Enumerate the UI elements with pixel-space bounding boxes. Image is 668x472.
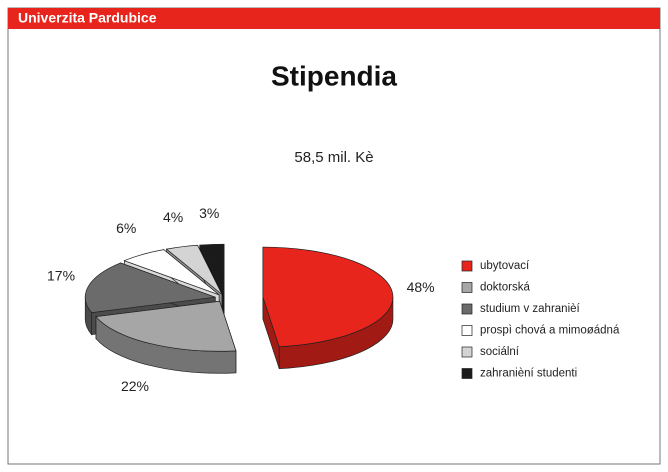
pie-slice	[165, 244, 223, 295]
pie-slice-group	[262, 246, 394, 370]
legend-label: doktorská	[480, 282, 530, 294]
legend-label: studium v zahranièí	[480, 303, 581, 315]
legend-label: sociální	[480, 346, 520, 358]
legend-swatch	[461, 282, 473, 293]
data-label: 48%	[407, 279, 435, 295]
header-title: Univerzita Pardubice	[18, 10, 157, 26]
data-label: 3%	[199, 205, 219, 221]
legend-label: ubytovací	[480, 260, 530, 272]
chart-subtitle: 58,5 mil. Kè	[294, 149, 373, 166]
pie-slice	[95, 300, 237, 352]
pie-slice	[123, 249, 220, 296]
pie-slice	[199, 243, 225, 295]
header-bar	[8, 8, 660, 29]
pie-slice	[84, 262, 216, 313]
data-label: 17%	[47, 267, 75, 283]
pie-slice	[262, 246, 394, 348]
legend-label: prospì chová a mimoøádná	[480, 325, 620, 337]
legend-swatch	[461, 346, 473, 358]
legend-swatch	[461, 303, 473, 315]
pie-slice-group	[95, 300, 237, 374]
legend-swatch	[461, 368, 473, 379]
legend-swatch	[461, 260, 473, 272]
legend-label: zahranièní studenti	[480, 368, 577, 380]
chart-title: Stipendia	[271, 60, 397, 91]
data-label: 22%	[121, 378, 149, 394]
legend-swatch	[461, 325, 473, 336]
data-label: 6%	[116, 220, 136, 236]
data-label: 4%	[163, 209, 183, 225]
slide-frame	[7, 7, 661, 465]
